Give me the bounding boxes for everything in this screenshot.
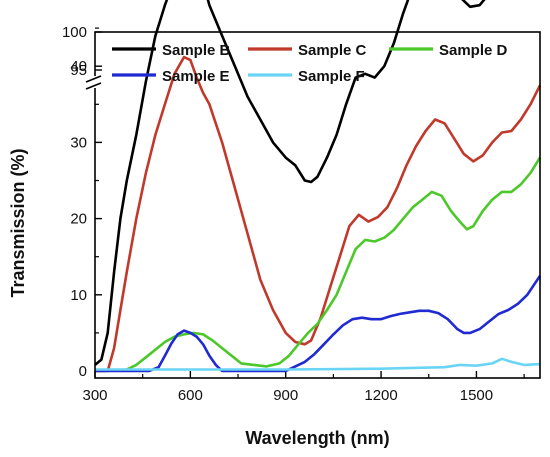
series-line-sample-e bbox=[95, 275, 542, 373]
y-tick-label-10: 10 bbox=[70, 287, 87, 304]
series-line-sample-c bbox=[95, 55, 542, 373]
legend: Sample B Sample C Sample D Sample E Sample F bbox=[112, 42, 508, 85]
series-line-sample-d bbox=[94, 156, 542, 373]
legend-label-sample-f: Sample F bbox=[298, 68, 365, 85]
series-layer bbox=[94, 0, 542, 373]
x-tick-label-900: 900 bbox=[273, 387, 298, 404]
y-tick-label-30: 30 bbox=[70, 134, 87, 151]
series-line-sample-b bbox=[94, 0, 486, 366]
y-tick-label-0: 0 bbox=[79, 363, 87, 380]
tick-layer: 300600900120015000102030405095100 bbox=[62, 24, 525, 404]
legend-label-sample-b: Sample B bbox=[162, 42, 231, 59]
x-tick-label-300: 300 bbox=[82, 387, 107, 404]
x-axis-title: Wavelength (nm) bbox=[245, 428, 389, 448]
legend-label-sample-e: Sample E bbox=[162, 68, 230, 85]
legend-label-sample-d: Sample D bbox=[439, 42, 508, 59]
y-axis-title: Transmission (%) bbox=[8, 148, 28, 297]
legend-label-sample-c: Sample C bbox=[298, 42, 367, 59]
axis-break-gap bbox=[92, 76, 98, 88]
axis-break-mark-upper bbox=[85, 75, 102, 83]
x-tick-label-1500: 1500 bbox=[460, 387, 493, 404]
plot-frame bbox=[94, 31, 541, 379]
axis-break bbox=[85, 75, 102, 90]
x-tick-label-600: 600 bbox=[178, 387, 203, 404]
y-tick-label-100: 100 bbox=[62, 24, 87, 41]
y-tick-label-95: 95 bbox=[70, 62, 87, 79]
y-tick-label-20: 20 bbox=[70, 211, 87, 228]
y-tick-label-40: 40 bbox=[70, 58, 87, 75]
series-line-sample-f bbox=[95, 357, 541, 371]
axis-break-mark-lower bbox=[85, 82, 102, 90]
x-tick-label-1200: 1200 bbox=[364, 387, 397, 404]
